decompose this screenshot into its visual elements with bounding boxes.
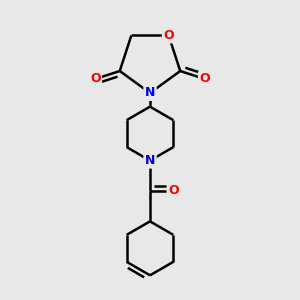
Text: O: O xyxy=(164,29,174,42)
Text: O: O xyxy=(200,73,210,85)
Text: N: N xyxy=(145,154,155,167)
Text: O: O xyxy=(168,184,179,197)
Text: O: O xyxy=(90,73,101,85)
Text: N: N xyxy=(145,86,155,100)
